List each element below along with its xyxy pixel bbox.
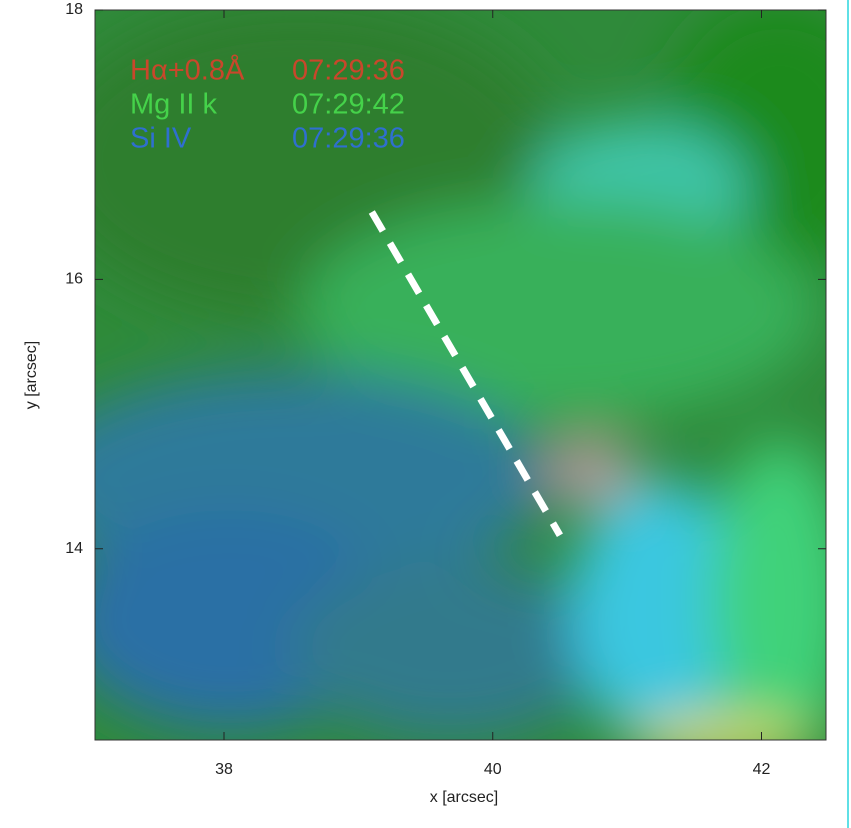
plot-frame (94, 9, 827, 741)
channel-name: Mg II k (130, 89, 218, 121)
y-tick-label: 18 (65, 1, 83, 18)
channel-time: 07:29:36 (292, 55, 405, 87)
x-tick-label: 40 (484, 761, 502, 778)
x-tick-label: 38 (215, 761, 233, 778)
channel-time: 07:29:36 (292, 123, 405, 155)
channel-name: Hα+0.8Å (130, 54, 245, 87)
solar-image (95, 10, 826, 740)
y-tick-label: 16 (65, 271, 83, 288)
x-tick-label: 42 (753, 761, 771, 778)
x-axis-label: x [arcsec] (430, 789, 498, 806)
y-axis-label: y [arcsec] (23, 341, 40, 409)
channel-name: Si IV (130, 123, 192, 155)
channel-time: 07:29:42 (292, 89, 405, 121)
y-tick-label: 14 (65, 540, 83, 557)
slit (368, 210, 563, 538)
